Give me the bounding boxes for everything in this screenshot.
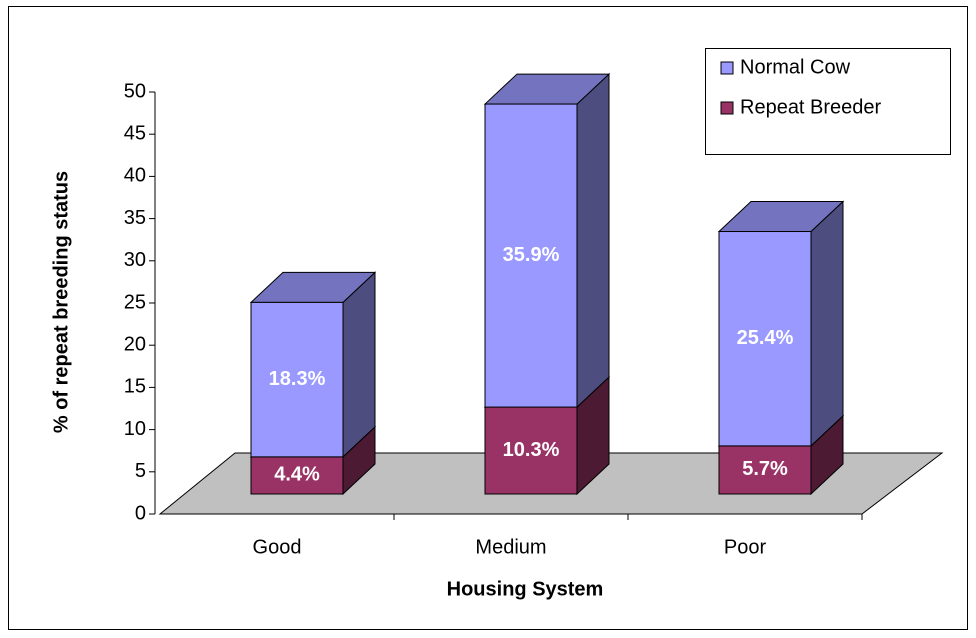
x-tick-label: Poor <box>724 536 767 558</box>
bar <box>484 406 578 495</box>
x-tick-label: Good <box>253 536 302 558</box>
x-axis-title: Housing System <box>447 578 604 600</box>
legend-label: Normal Cow <box>740 56 851 78</box>
y-tick-label: 30 <box>124 249 146 271</box>
y-tick-label: 35 <box>124 207 146 229</box>
y-tick-label: 50 <box>124 80 146 102</box>
y-tick-label: 10 <box>124 418 146 440</box>
y-tick-label: 40 <box>124 165 146 187</box>
value-label: 4.4% <box>274 464 320 486</box>
y-axis-title: % of repeat breeding status <box>50 171 72 433</box>
bar <box>484 103 578 408</box>
value-label: 35.9% <box>503 244 560 266</box>
y-tick-label: 45 <box>124 122 146 144</box>
bar <box>718 231 812 447</box>
y-tick-label: 0 <box>135 502 146 524</box>
y-tick-label: 20 <box>124 333 146 355</box>
value-label: 5.7% <box>742 458 788 480</box>
value-label: 18.3% <box>269 368 326 390</box>
y-tick-label: 25 <box>124 291 146 313</box>
value-label: 10.3% <box>503 439 560 461</box>
y-tick-label: 15 <box>124 376 146 398</box>
bar-side <box>576 72 610 409</box>
legend-swatch <box>720 101 734 115</box>
x-tick-label: Medium <box>475 536 546 558</box>
legend <box>705 48 951 155</box>
bar <box>250 301 344 458</box>
bar <box>250 456 344 495</box>
bar-side <box>810 200 844 448</box>
bar-side <box>342 271 376 459</box>
legend-label: Repeat Breeder <box>740 96 882 118</box>
bar <box>718 445 812 495</box>
y-tick-label: 5 <box>135 460 146 482</box>
value-label: 25.4% <box>737 327 794 349</box>
legend-swatch <box>720 61 734 75</box>
